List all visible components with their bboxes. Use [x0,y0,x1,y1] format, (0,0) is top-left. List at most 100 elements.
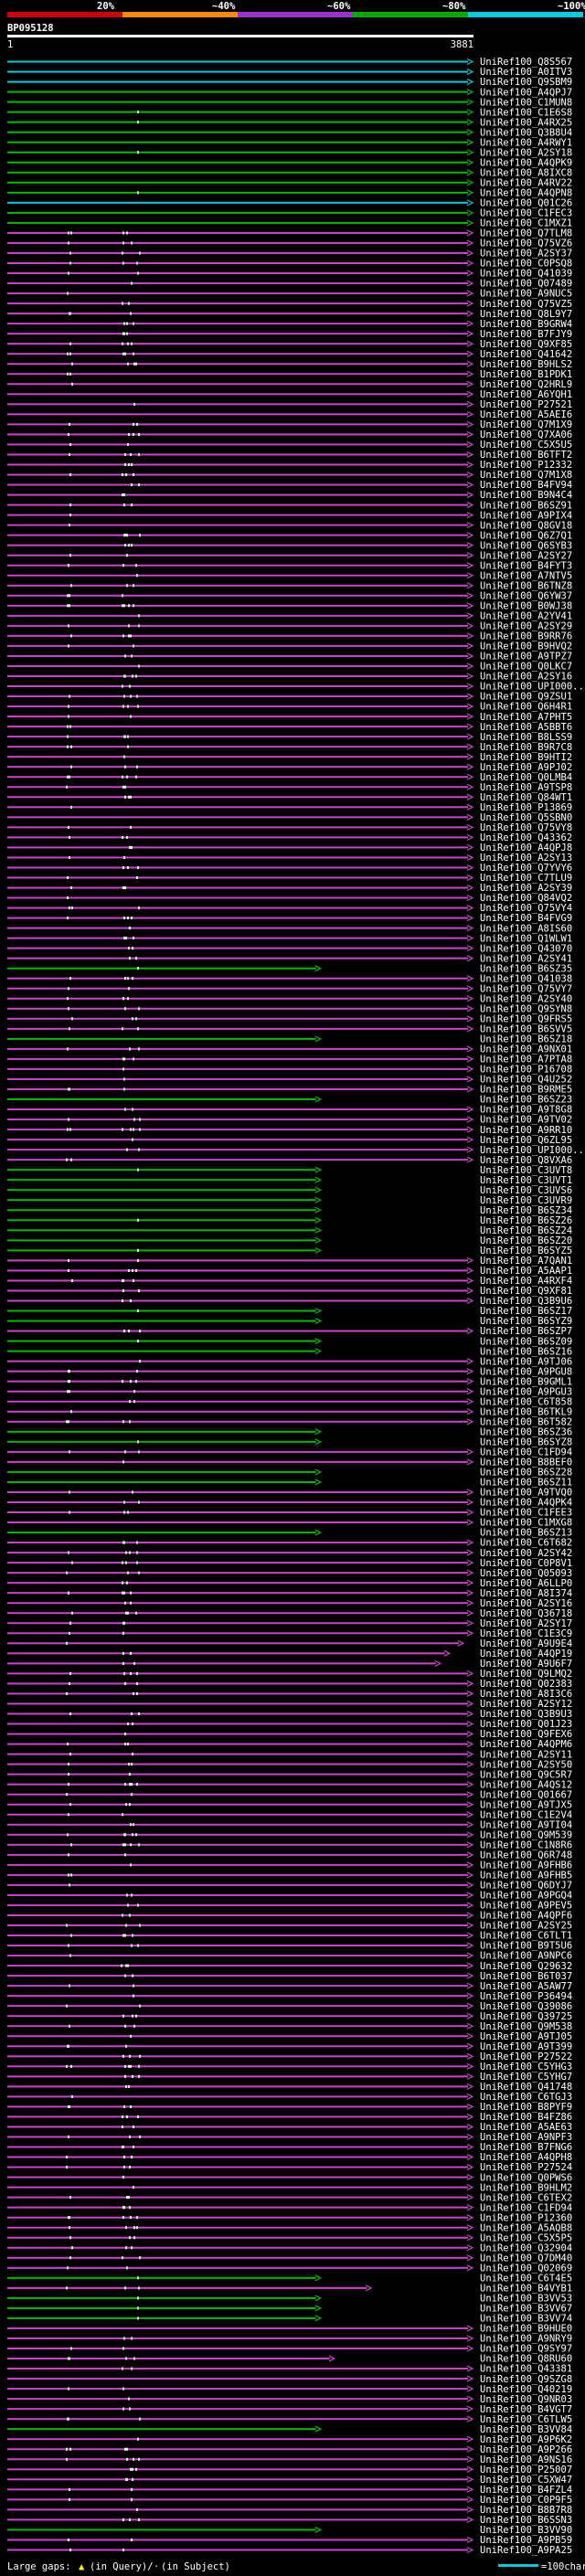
hit-label[interactable]: UniRef100_A9NUC5 [480,289,572,300]
hit-label[interactable]: UniRef100_Q4U252 [480,1075,572,1086]
hit-label[interactable]: UniRef100_A9U6F7 [480,1659,572,1670]
hit-label[interactable]: UniRef100_B4VYB1 [480,2284,572,2295]
hit-label[interactable]: UniRef100_C5YHG3 [480,2062,572,2072]
hit-label[interactable]: UniRef100_Q75VZ6 [480,239,572,249]
hit-label[interactable]: UniRef100_P16708 [480,1065,572,1076]
hit-label[interactable]: UniRef100_Q9XF81 [480,1286,572,1297]
hit-label[interactable]: UniRef100_B3VV90 [480,2525,572,2536]
hit-label[interactable]: UniRef100_A2SY41 [480,953,572,964]
hit-label[interactable]: UniRef100_P12332 [480,460,572,471]
hit-label[interactable]: UniRef100_Q6SYB3 [480,540,572,551]
hit-label[interactable]: UniRef100_Q7YVY6 [480,863,572,874]
hit-label[interactable]: UniRef100_Q7M1X8 [480,470,572,481]
hit-label[interactable]: UniRef100_B9R7C8 [480,742,572,753]
hit-label[interactable]: UniRef100_A9PEV5 [480,1901,572,1912]
hit-label[interactable]: UniRef100_A5AE63 [480,2122,572,2133]
hit-label[interactable]: UniRef100_C1FD94 [480,2202,572,2213]
hit-label[interactable]: UniRef100_Q6YW37 [480,590,572,601]
hit-label[interactable]: UniRef100_A7NTV5 [480,570,572,581]
hit-label[interactable]: UniRef100_A2SY27 [480,550,572,561]
hit-label[interactable]: UniRef100_B9HLS2 [480,359,572,370]
hit-label[interactable]: UniRef100_B9RME5 [480,1085,572,1096]
hit-label[interactable]: UniRef100_B3VV53 [480,2294,572,2305]
hit-label[interactable]: UniRef100_A4QPK9 [480,157,572,168]
hit-label[interactable]: UniRef100_B3VV74 [480,2314,572,2325]
hit-label[interactable]: UniRef100_Q43362 [480,832,572,843]
hit-label[interactable]: UniRef100_B9HVQ2 [480,641,572,652]
hit-label[interactable]: UniRef100_Q07489 [480,279,572,290]
hit-label[interactable]: UniRef100_A4RV22 [480,177,572,188]
hit-label[interactable]: UniRef100_B6T582 [480,1416,572,1427]
hit-label[interactable]: UniRef100_Q6R748 [480,1850,572,1860]
hit-label[interactable]: UniRef100_B6SZ36 [480,1426,572,1437]
hit-label[interactable]: UniRef100_A9T399 [480,2041,572,2052]
hit-label[interactable]: UniRef100_C1E6S8 [480,107,572,118]
hit-label[interactable]: UniRef100_A5AQB8 [480,2222,572,2233]
hit-label[interactable]: UniRef100_Q39725 [480,2011,572,2022]
hit-label[interactable]: UniRef100_P13869 [480,802,572,813]
hit-label[interactable]: UniRef100_Q41748 [480,2082,572,2093]
hit-label[interactable]: UniRef100_A4QPN8 [480,188,572,199]
hit-label[interactable]: UniRef100_C3UVS6 [480,1185,572,1196]
hit-label[interactable]: UniRef100_Q7TLM8 [480,228,572,239]
hit-label[interactable]: UniRef100_Q9M539 [480,1829,572,1840]
hit-label[interactable]: UniRef100_A4RXF4 [480,1276,572,1287]
hit-label[interactable]: UniRef100_A4QP19 [480,1648,572,1659]
hit-label[interactable]: UniRef100_Q7DM40 [480,2253,572,2263]
hit-label[interactable]: UniRef100_A2YV41 [480,611,572,622]
hit-label[interactable]: UniRef100_B4FYT3 [480,560,572,571]
hit-label[interactable]: UniRef100_B3VV84 [480,2424,572,2435]
hit-label[interactable]: UniRef100_A8IS60 [480,923,572,934]
hit-label[interactable]: UniRef100_A7QAN1 [480,1256,572,1267]
hit-label[interactable]: UniRef100_P27522 [480,2051,572,2062]
hit-label[interactable]: UniRef100_B6SZ28 [480,1468,572,1479]
hit-label[interactable]: UniRef100_A4RX25 [480,117,572,128]
hit-label[interactable]: UniRef100_P12360 [480,2212,572,2223]
hit-label[interactable]: UniRef100_B4FVG9 [480,913,572,924]
hit-label[interactable]: UniRef100_Q8GV18 [480,520,572,531]
hit-label[interactable]: UniRef100_C7TLU9 [480,873,572,884]
hit-label[interactable]: UniRef100_B6SZ17 [480,1306,572,1317]
hit-label[interactable]: UniRef100_Q3B9U3 [480,1709,572,1720]
hit-label[interactable]: UniRef100_B8B7R8 [480,2505,572,2516]
hit-label[interactable]: UniRef100_C1FEC3 [480,208,572,219]
hit-label[interactable]: UniRef100_A0ITV3 [480,67,572,78]
hit-label[interactable]: UniRef100_Q1WLW1 [480,933,572,944]
hit-label[interactable]: UniRef100_B8LSS9 [480,732,572,743]
hit-label[interactable]: UniRef100_C1MUN8 [480,97,572,108]
hit-label[interactable]: UniRef100_A2SY25 [480,1921,572,1932]
hit-label[interactable]: UniRef100_B9HTI2 [480,752,572,763]
hit-label[interactable]: UniRef100_A2SY50 [480,1759,572,1770]
hit-label[interactable]: UniRef100_A9TJX5 [480,1799,572,1810]
hit-label[interactable]: UniRef100_B7FJY9 [480,329,572,340]
hit-label[interactable]: UniRef100_C6T682 [480,1538,572,1549]
hit-label[interactable]: UniRef100_A4QPJ8 [480,843,572,853]
hit-label[interactable]: UniRef100_Q84WT1 [480,792,572,803]
hit-label[interactable]: UniRef100_B6SYZ9 [480,1316,572,1327]
hit-label[interactable]: UniRef100_B6SZ16 [480,1346,572,1357]
hit-label[interactable]: UniRef100_C0P9F5 [480,2495,572,2506]
hit-label[interactable]: UniRef100_A4QPJ7 [480,87,572,98]
hit-label[interactable]: UniRef100_A9PJ02 [480,762,572,773]
hit-label[interactable]: UniRef100_A9P6K2 [480,2434,572,2445]
hit-label[interactable]: UniRef100_B3VV67 [480,2304,572,2315]
hit-label[interactable]: UniRef100_A9PIX4 [480,510,572,521]
hit-label[interactable]: UniRef100_Q3B9U6 [480,1296,572,1307]
hit-label[interactable]: UniRef100_A7PHT5 [480,712,572,723]
hit-label[interactable]: UniRef100_A9PGU8 [480,1366,572,1377]
hit-label[interactable]: UniRef100_A9PGQ4 [480,1891,572,1902]
hit-label[interactable]: UniRef100_UPI000... [480,1145,585,1156]
hit-label[interactable]: UniRef100_Q9SZG8 [480,2374,572,2385]
hit-label[interactable]: UniRef100_C1MXZ1 [480,218,572,229]
hit-label[interactable]: UniRef100_Q9SY97 [480,2344,572,2355]
hit-label[interactable]: UniRef100_Q41039 [480,269,572,280]
hit-label[interactable]: UniRef100_A7PTA8 [480,1055,572,1065]
hit-label[interactable]: UniRef100_A9NRY9 [480,2334,572,2345]
hit-label[interactable]: UniRef100_C0PSQ8 [480,259,572,270]
hit-label[interactable]: UniRef100_Q8VXA6 [480,1155,572,1166]
hit-label[interactable]: UniRef100_A9PA25 [480,2545,572,2556]
hit-label[interactable]: UniRef100_C3UVR9 [480,1195,572,1206]
hit-label[interactable]: UniRef100_B6SZ13 [480,1528,572,1539]
hit-label[interactable]: UniRef100_A9FHB5 [480,1871,572,1882]
hit-label[interactable]: UniRef100_Q6ZL95 [480,1135,572,1146]
